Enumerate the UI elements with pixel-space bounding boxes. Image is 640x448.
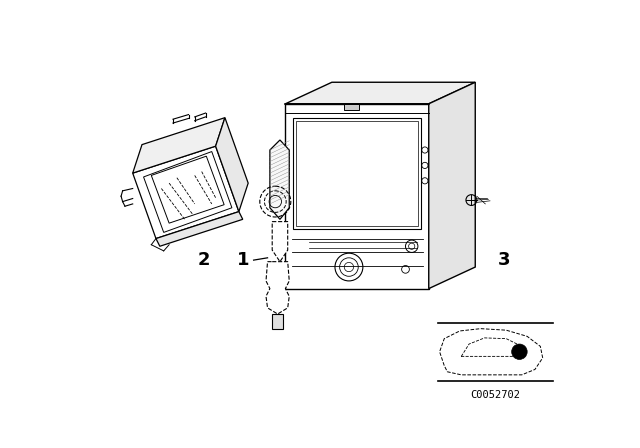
Polygon shape — [156, 211, 243, 246]
Polygon shape — [272, 314, 283, 329]
Polygon shape — [143, 151, 232, 233]
Polygon shape — [151, 156, 224, 223]
Polygon shape — [429, 82, 476, 289]
Circle shape — [511, 344, 527, 359]
Polygon shape — [132, 146, 239, 238]
Polygon shape — [296, 121, 418, 226]
Polygon shape — [344, 104, 359, 110]
Text: 2: 2 — [198, 251, 211, 269]
Polygon shape — [285, 104, 429, 289]
Text: 3: 3 — [498, 251, 510, 269]
Polygon shape — [285, 82, 476, 104]
Polygon shape — [132, 118, 225, 173]
Polygon shape — [270, 140, 289, 220]
Text: C0052702: C0052702 — [470, 390, 520, 400]
Polygon shape — [216, 118, 248, 211]
Polygon shape — [272, 222, 288, 262]
Text: 1: 1 — [237, 251, 249, 269]
Polygon shape — [293, 118, 421, 229]
Polygon shape — [266, 262, 289, 314]
